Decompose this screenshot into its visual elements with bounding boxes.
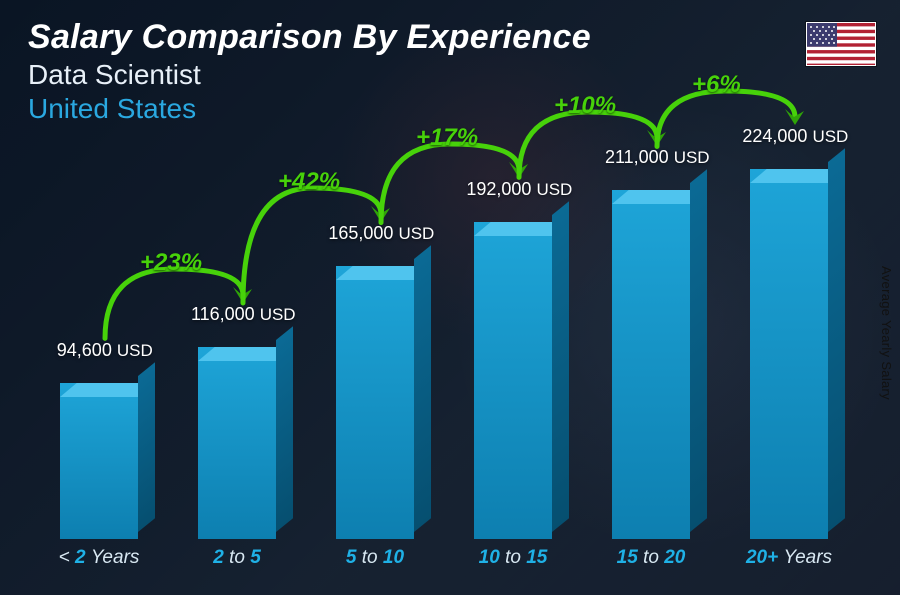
bar-value-label: 94,600 USD <box>57 340 153 361</box>
bar-value-label: 192,000 USD <box>466 179 572 200</box>
bar <box>750 169 828 539</box>
bar-side-face <box>414 246 431 532</box>
bar-side-face <box>828 148 845 532</box>
bar-side-face <box>552 201 569 532</box>
bar-front-face <box>474 222 552 539</box>
bar-side-face <box>690 170 707 532</box>
x-axis-label: 5 to 10 <box>306 547 444 569</box>
bar-value-label: 116,000 USD <box>191 304 296 325</box>
growth-pct-label: +23% <box>140 249 202 277</box>
bar <box>474 222 552 539</box>
bar-side-face <box>138 362 155 532</box>
flag-svg <box>807 23 876 66</box>
page-title: Salary Comparison By Experience <box>28 18 591 57</box>
bar-front-face <box>750 169 828 539</box>
growth-pct-label: +42% <box>278 168 340 196</box>
bar-side-face <box>276 327 293 532</box>
x-axis-label: 15 to 20 <box>582 547 720 569</box>
x-axis-label: < 2 Years <box>30 547 168 569</box>
salary-bar-chart: 94,600 USD < 2 Years 116,000 USD 2 to 5 165,… <box>30 73 860 573</box>
bar-front-face <box>612 190 690 539</box>
bar-value-label: 224,000 USD <box>742 126 848 147</box>
bar <box>336 266 414 539</box>
bar-value-label: 211,000 USD <box>605 147 710 168</box>
bar-value-label: 165,000 USD <box>328 223 434 244</box>
growth-pct-label: +10% <box>554 92 616 120</box>
bar-front-face <box>336 266 414 539</box>
x-axis-label: 20+ Years <box>720 547 858 569</box>
bar <box>60 383 138 539</box>
bar <box>612 190 690 539</box>
x-axis-label: 10 to 15 <box>444 547 582 569</box>
bar-front-face <box>60 383 138 539</box>
bar-front-face <box>198 347 276 539</box>
y-axis-label: Average Yearly Salary <box>879 266 894 400</box>
usa-flag-icon <box>806 22 876 66</box>
bar <box>198 347 276 539</box>
x-axis-label: 2 to 5 <box>168 547 306 569</box>
growth-pct-label: +6% <box>692 71 741 99</box>
growth-pct-label: +17% <box>416 124 478 152</box>
